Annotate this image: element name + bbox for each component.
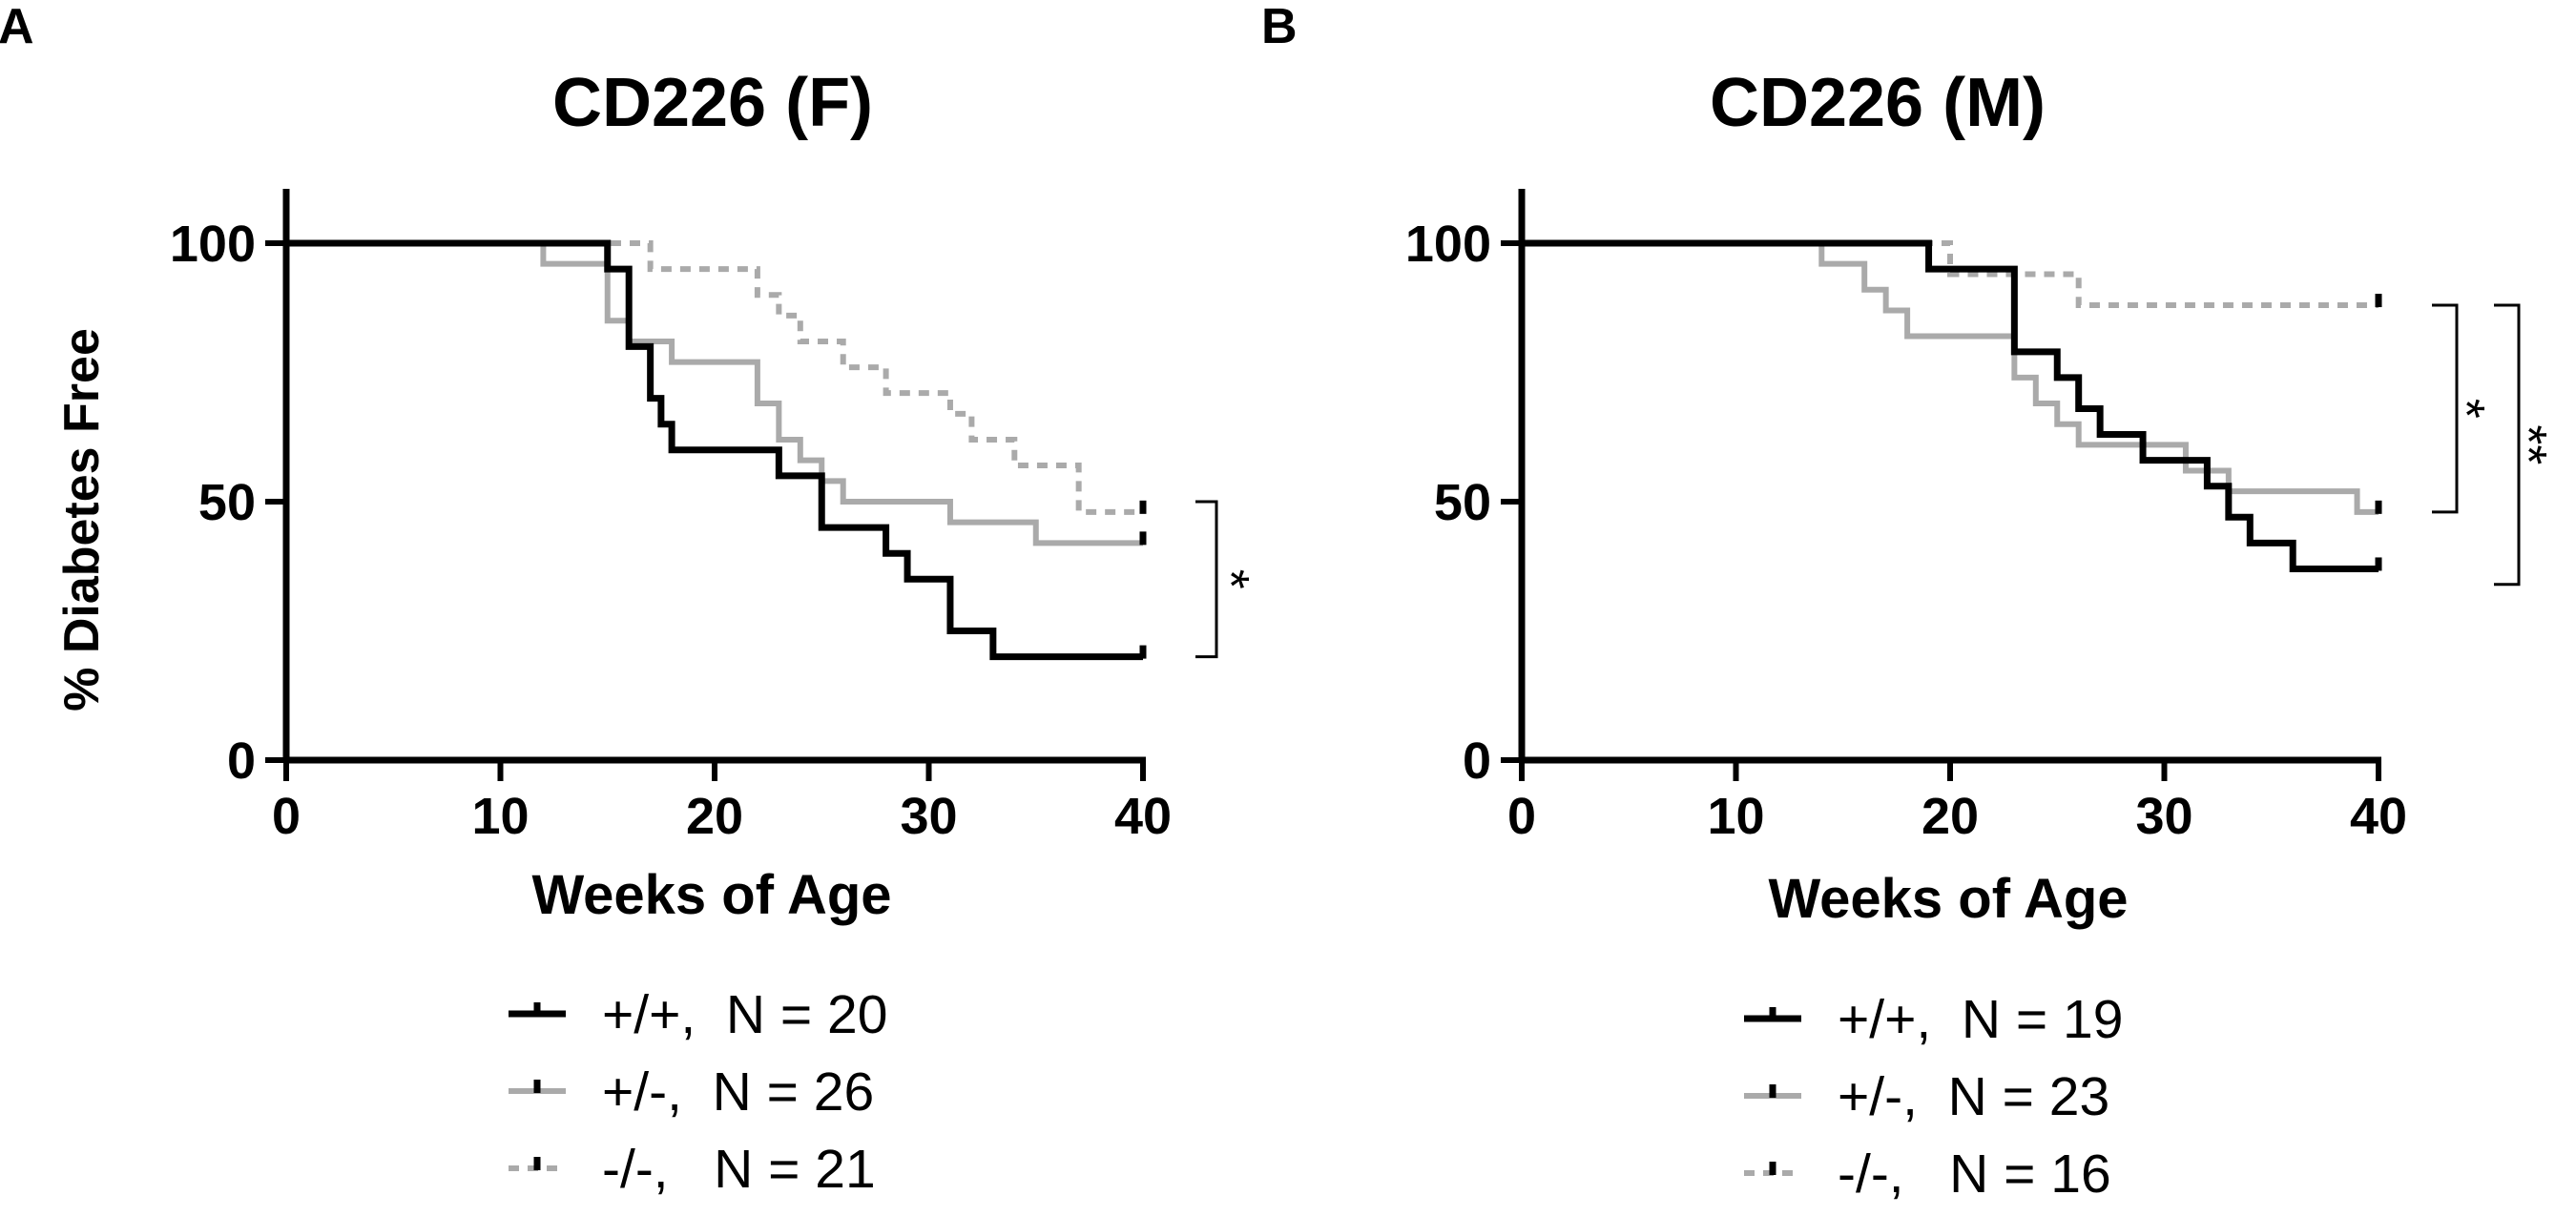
- x-tick-label: 40: [2350, 788, 2407, 845]
- x-tick-label: 30: [900, 788, 957, 845]
- x-tick-label: 30: [2135, 788, 2192, 845]
- y-tick-label: 100: [170, 216, 256, 273]
- legend-label-ko: -/-, N = 16: [1838, 1144, 2111, 1205]
- panel-b-title: CD226 (M): [1710, 65, 2046, 141]
- legend-label-het: +/-, N = 26: [602, 1061, 874, 1123]
- significance-bracket: [2494, 303, 2521, 587]
- survival-curve-wt: [286, 239, 1143, 661]
- significance-label: *: [1202, 569, 1259, 589]
- panel-a-significance: *: [1195, 500, 1259, 659]
- panel-b-legend: +/+, N = 19 +/-, N = 23 -/-, N = 16: [1744, 989, 2123, 1205]
- panel-a-axes: 0 10 20 30 40 0 50 100: [170, 189, 1172, 845]
- panel-b-curves: [1522, 239, 2382, 572]
- panel-a-y-axis-label: % Diabetes Free: [54, 328, 110, 711]
- legend-label-het: +/-, N = 23: [1838, 1066, 2109, 1127]
- significance-bracket: [1195, 500, 1218, 659]
- survival-curve-ko: [1522, 240, 2379, 309]
- x-tick-label: 10: [1707, 788, 1764, 845]
- panel-b-label: B: [1261, 0, 1298, 54]
- y-tick-label: 0: [1463, 732, 1491, 790]
- survival-curve-het: [1522, 240, 2379, 515]
- y-tick-label: 100: [1405, 216, 1491, 273]
- legend-label-wt: +/+, N = 19: [1838, 989, 2123, 1050]
- significance-label: *: [2438, 399, 2495, 419]
- survival-curve-het: [286, 240, 1143, 546]
- y-tick-label: 50: [198, 474, 256, 531]
- survival-curve-ko: [286, 240, 1143, 515]
- x-tick-label: 20: [686, 788, 743, 845]
- panel-a-legend: +/+, N = 20 +/-, N = 26 -/-, N = 21: [509, 984, 887, 1200]
- x-tick-label: 20: [1922, 788, 1979, 845]
- panel-b-x-axis-label: Weeks of Age: [1768, 868, 2128, 930]
- panel-a: A CD226 (F) % Diabetes Free Weeks of Age…: [0, 0, 1259, 1200]
- panel-a-title: CD226 (F): [552, 65, 873, 141]
- panel-a-label: A: [0, 0, 34, 54]
- legend-label-ko: -/-, N = 21: [602, 1139, 876, 1200]
- y-tick-label: 50: [1434, 474, 1491, 531]
- panel-b-axes: 0 10 20 30 40 0 50 100: [1405, 189, 2407, 845]
- y-tick-label: 0: [227, 732, 256, 790]
- survival-curve-wt: [1522, 239, 2379, 572]
- panel-b-significance: ***: [2432, 303, 2557, 587]
- panel-a-curves: [286, 239, 1147, 661]
- x-tick-label: 10: [471, 788, 529, 845]
- x-tick-label: 0: [272, 788, 301, 845]
- x-tick-label: 40: [1114, 788, 1172, 845]
- x-tick-label: 0: [1507, 788, 1536, 845]
- significance-bracket: [2432, 303, 2459, 514]
- panel-a-x-axis-label: Weeks of Age: [531, 864, 891, 926]
- significance-label: **: [2500, 424, 2557, 464]
- panel-b: B CD226 (M) Weeks of Age 0 10 20 30 40 0 50 100…: [1261, 0, 2557, 1205]
- legend-label-wt: +/+, N = 20: [602, 984, 887, 1045]
